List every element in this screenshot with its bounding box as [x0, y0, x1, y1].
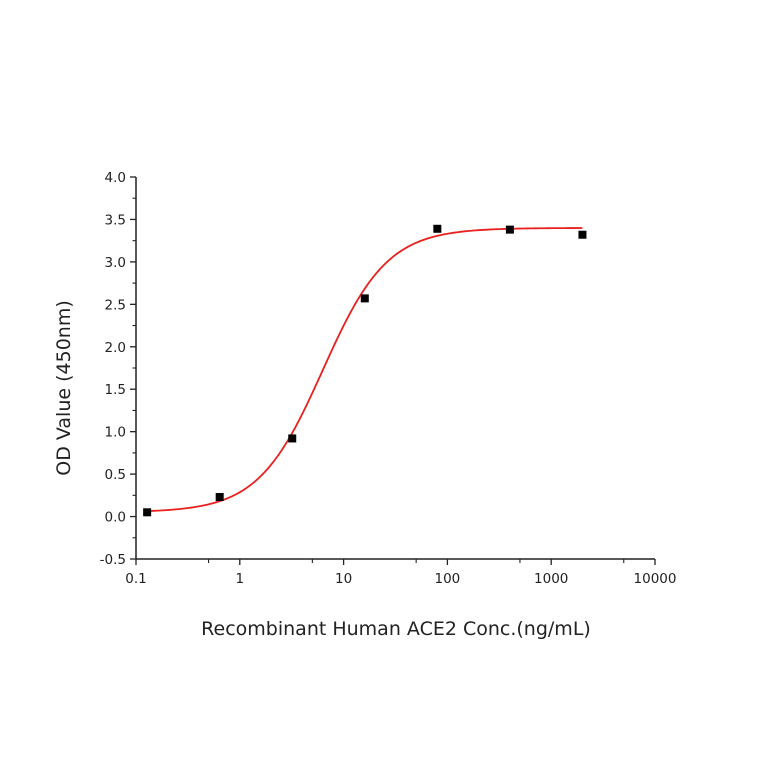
data-point [215, 493, 224, 502]
x-tick-label: 1000 [534, 571, 568, 587]
y-axis-title: OD Value (450nm) [53, 300, 75, 475]
y-tick-label: 1.0 [105, 425, 126, 441]
data-point [143, 508, 152, 517]
y-tick-label: 4.0 [105, 170, 126, 186]
data-point [360, 294, 369, 303]
x-tick-label: 1 [236, 571, 245, 587]
y-axis: -0.5 0.0 0.5 1.0 1.5 2.0 2.5 3.0 3.5 4.0 [100, 170, 137, 568]
y-tick-label: 3.5 [105, 212, 126, 228]
y-tick-label: -0.5 [100, 552, 126, 568]
y-tick-label: 3.0 [105, 255, 126, 271]
x-tick-label: 10000 [634, 571, 677, 587]
fit-curve [147, 227, 583, 512]
y-tick-label: 2.0 [105, 340, 126, 356]
y-tick-label: 0.5 [105, 467, 126, 483]
data-point [433, 224, 442, 233]
data-point [288, 434, 297, 443]
y-tick-label: 1.5 [105, 382, 126, 398]
y-tick-label: 0.0 [105, 510, 126, 526]
x-axis-title: Recombinant Human ACE2 Conc.(ng/mL) [201, 618, 591, 640]
x-tick-label: 0.1 [125, 571, 146, 587]
data-point [505, 225, 514, 234]
x-axis: 0.1 1 10 100 1000 10000 [125, 558, 677, 587]
x-tick-label: 100 [435, 571, 461, 587]
data-points [143, 224, 587, 517]
data-point [578, 230, 587, 239]
x-tick-label: 10 [335, 571, 352, 587]
y-tick-label: 2.5 [105, 297, 126, 313]
